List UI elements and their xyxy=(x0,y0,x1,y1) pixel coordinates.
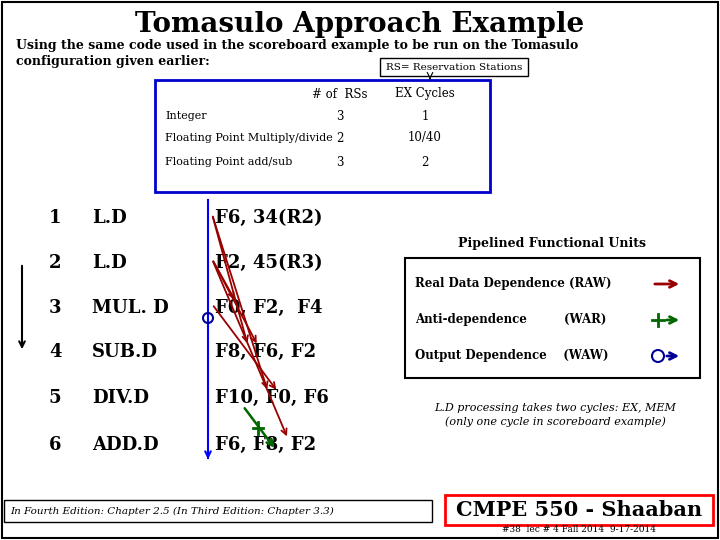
Text: F2, 45(R3): F2, 45(R3) xyxy=(215,254,323,272)
Text: Pipelined Functional Units: Pipelined Functional Units xyxy=(459,238,647,251)
Text: 6: 6 xyxy=(49,436,61,454)
Text: RS= Reservation Stations: RS= Reservation Stations xyxy=(386,63,522,71)
Text: Floating Point Multiply/divide: Floating Point Multiply/divide xyxy=(165,133,333,143)
Text: CMPE 550 - Shaaban: CMPE 550 - Shaaban xyxy=(456,500,702,520)
Text: 3: 3 xyxy=(336,110,343,123)
Text: Real Data Dependence (RAW): Real Data Dependence (RAW) xyxy=(415,278,611,291)
Text: configuration given earlier:: configuration given earlier: xyxy=(16,56,210,69)
Text: 2: 2 xyxy=(49,254,61,272)
Text: 2: 2 xyxy=(336,132,343,145)
Text: DIV.D: DIV.D xyxy=(92,389,149,407)
Bar xyxy=(405,258,700,378)
Text: L.D: L.D xyxy=(92,254,127,272)
Bar xyxy=(380,58,528,76)
Text: # of  RSs: # of RSs xyxy=(312,87,368,100)
Text: #38  lec # 4 Fall 2014  9-17-2014: #38 lec # 4 Fall 2014 9-17-2014 xyxy=(502,525,656,535)
Text: 5: 5 xyxy=(49,389,61,407)
Text: F8, F6, F2: F8, F6, F2 xyxy=(215,343,316,361)
Text: ADD.D: ADD.D xyxy=(92,436,158,454)
Text: 2: 2 xyxy=(421,156,428,168)
Text: Tomasulo Approach Example: Tomasulo Approach Example xyxy=(135,10,585,37)
Text: SUB.D: SUB.D xyxy=(92,343,158,361)
Text: Floating Point add/sub: Floating Point add/sub xyxy=(165,157,292,167)
Bar xyxy=(155,80,490,192)
Text: 4: 4 xyxy=(49,343,61,361)
Bar xyxy=(445,495,713,525)
Text: 3: 3 xyxy=(49,299,61,317)
Text: F0, F2,  F4: F0, F2, F4 xyxy=(215,299,323,317)
Text: (only one cycle in scoreboard example): (only one cycle in scoreboard example) xyxy=(444,417,665,427)
Text: L.D: L.D xyxy=(92,209,127,227)
Text: MUL. D: MUL. D xyxy=(92,299,168,317)
Text: Using the same code used in the scoreboard example to be run on the Tomasulo: Using the same code used in the scoreboa… xyxy=(16,38,578,51)
Text: F6, F8, F2: F6, F8, F2 xyxy=(215,436,316,454)
Text: 3: 3 xyxy=(336,156,343,168)
Text: Integer: Integer xyxy=(165,111,207,121)
Text: EX Cycles: EX Cycles xyxy=(395,87,455,100)
Text: F6, 34(R2): F6, 34(R2) xyxy=(215,209,323,227)
Text: In Fourth Edition: Chapter 2.5 (In Third Edition: Chapter 3.3): In Fourth Edition: Chapter 2.5 (In Third… xyxy=(10,507,334,516)
Bar xyxy=(4,500,432,522)
Text: L.D processing takes two cycles: EX, MEM: L.D processing takes two cycles: EX, MEM xyxy=(434,403,676,413)
Text: Output Dependence    (WAW): Output Dependence (WAW) xyxy=(415,349,608,362)
Text: F10, F0, F6: F10, F0, F6 xyxy=(215,389,329,407)
Text: 1: 1 xyxy=(421,110,428,123)
Text: 1: 1 xyxy=(49,209,61,227)
Text: Anti-dependence         (WAR): Anti-dependence (WAR) xyxy=(415,314,606,327)
Text: 10/40: 10/40 xyxy=(408,132,442,145)
